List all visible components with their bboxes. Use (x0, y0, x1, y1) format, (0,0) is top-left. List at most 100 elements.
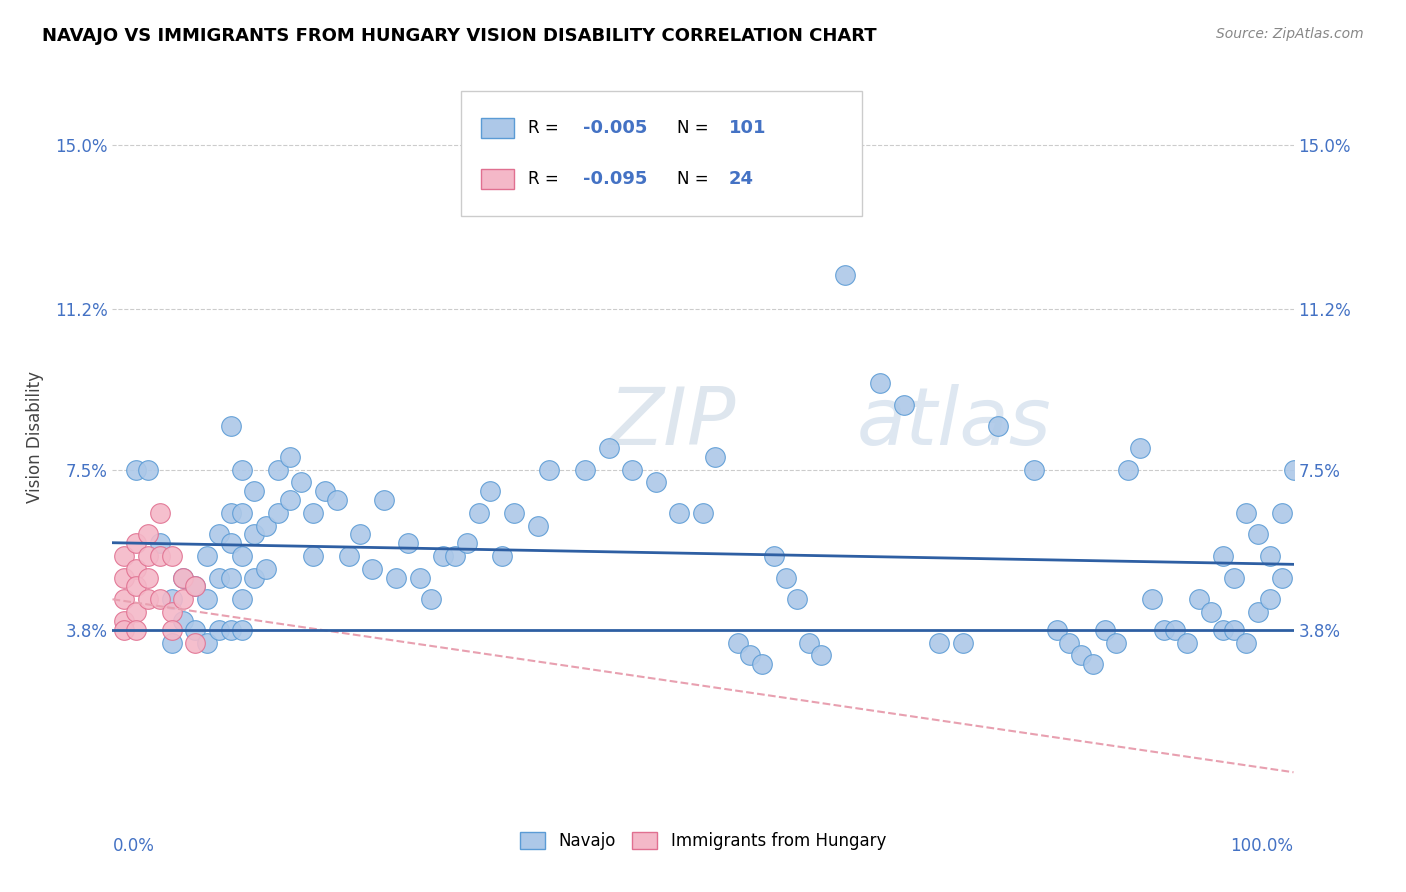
Point (172, 571, 194, 585)
Point (254, 562, 277, 576)
Point (219, 571, 242, 585)
Point (1164, 623, 1187, 637)
Point (444, 549, 467, 563)
Point (987, 419, 1010, 434)
Point (219, 419, 242, 434)
Point (408, 571, 430, 585)
Point (267, 506, 290, 520)
Point (184, 579, 207, 593)
Point (503, 506, 526, 520)
Point (125, 579, 148, 593)
Point (727, 635, 749, 649)
Point (668, 506, 690, 520)
Point (314, 484, 336, 499)
Point (479, 484, 502, 499)
Text: -0.095: -0.095 (582, 170, 647, 188)
Point (928, 635, 950, 649)
Point (538, 462, 561, 476)
Point (1188, 592, 1211, 607)
Point (172, 614, 194, 628)
Text: 24: 24 (728, 170, 754, 188)
Point (786, 592, 808, 607)
Point (125, 562, 148, 576)
Point (751, 657, 773, 672)
Point (278, 450, 301, 464)
Point (1057, 635, 1080, 649)
Text: Source: ZipAtlas.com: Source: ZipAtlas.com (1216, 27, 1364, 41)
Point (149, 549, 172, 563)
Point (149, 506, 172, 520)
Point (172, 592, 194, 607)
Point (172, 571, 194, 585)
Y-axis label: Vision Disability: Vision Disability (25, 371, 44, 503)
Point (149, 536, 172, 550)
Legend: Navajo, Immigrants from Hungary: Navajo, Immigrants from Hungary (513, 825, 893, 857)
Point (952, 635, 974, 649)
Point (1070, 648, 1092, 663)
Point (373, 492, 395, 507)
Point (385, 571, 408, 585)
Point (1105, 635, 1128, 649)
Point (184, 579, 207, 593)
Point (526, 518, 548, 533)
Point (125, 605, 148, 619)
Point (195, 635, 218, 649)
Text: -0.005: -0.005 (582, 119, 647, 136)
Point (1282, 462, 1305, 476)
Point (278, 492, 301, 507)
Point (208, 527, 231, 541)
Point (1247, 605, 1270, 619)
Point (125, 462, 148, 476)
Point (125, 536, 148, 550)
Point (267, 462, 290, 476)
Point (302, 549, 325, 563)
Point (1199, 605, 1222, 619)
Point (184, 623, 207, 637)
Point (1175, 635, 1198, 649)
Text: 101: 101 (728, 119, 766, 136)
Text: ZIP: ZIP (609, 384, 735, 462)
Point (1140, 592, 1163, 607)
Point (1153, 623, 1175, 637)
Point (420, 592, 443, 607)
Bar (481, 118, 515, 137)
Point (112, 549, 135, 563)
Point (195, 592, 218, 607)
Point (160, 605, 183, 619)
Point (243, 527, 266, 541)
Point (1022, 462, 1045, 476)
Point (302, 506, 325, 520)
FancyBboxPatch shape (461, 91, 862, 216)
Point (112, 571, 135, 585)
Point (136, 571, 159, 585)
Point (1094, 623, 1116, 637)
Point (290, 475, 312, 490)
Point (1223, 623, 1246, 637)
Point (703, 450, 725, 464)
Point (337, 549, 360, 563)
Point (775, 571, 797, 585)
Point (467, 506, 489, 520)
Point (195, 549, 218, 563)
Point (243, 484, 266, 499)
Point (762, 549, 785, 563)
Point (112, 623, 135, 637)
Bar (481, 169, 515, 189)
Point (1116, 462, 1139, 476)
Point (349, 527, 371, 541)
Point (1234, 506, 1257, 520)
Point (243, 571, 266, 585)
Point (136, 462, 159, 476)
Point (1081, 657, 1104, 672)
Point (692, 506, 714, 520)
Point (184, 635, 207, 649)
Point (1234, 635, 1257, 649)
Point (231, 462, 253, 476)
Point (208, 571, 231, 585)
Point (112, 614, 135, 628)
Point (644, 475, 666, 490)
Text: NAVAJO VS IMMIGRANTS FROM HUNGARY VISION DISABILITY CORRELATION CHART: NAVAJO VS IMMIGRANTS FROM HUNGARY VISION… (42, 27, 877, 45)
Point (136, 549, 159, 563)
Point (160, 592, 183, 607)
Text: R =: R = (529, 170, 564, 188)
